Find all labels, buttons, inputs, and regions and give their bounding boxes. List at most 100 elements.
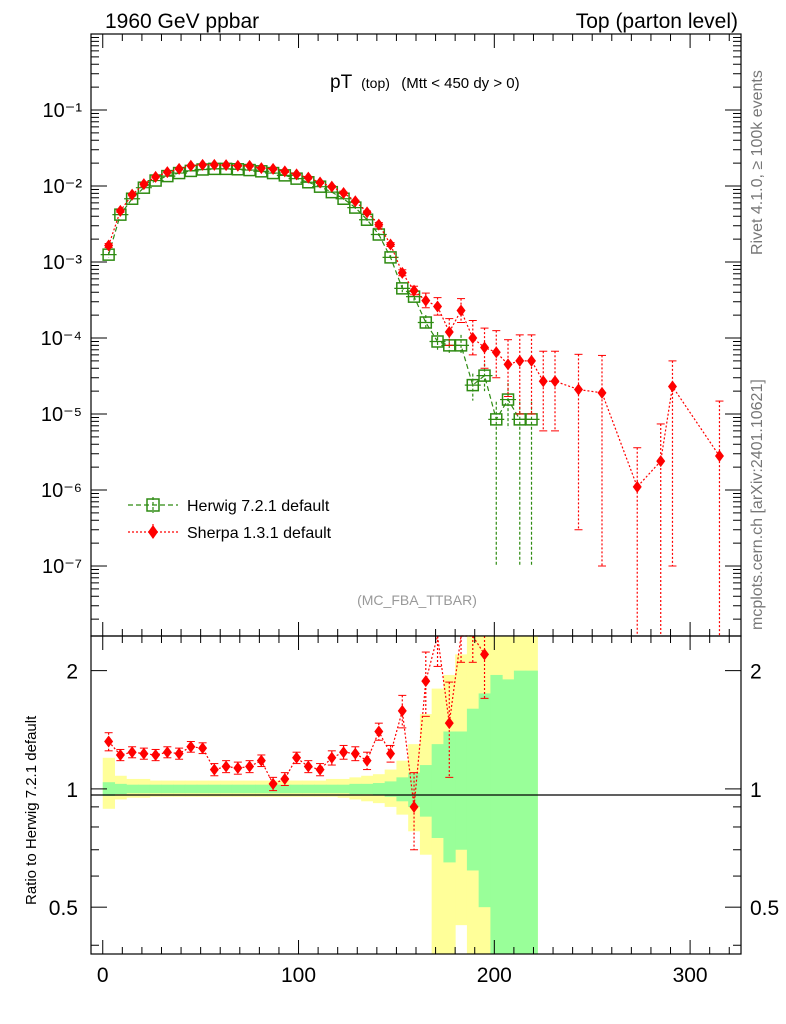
- sherpa-ratio-point: [233, 762, 243, 775]
- ratio-y-tick-label-left: 2: [66, 661, 78, 684]
- sherpa-point: [186, 159, 196, 172]
- sherpa-ratio-point: [221, 760, 231, 773]
- ratio-panel: 0.5 0.5 1 1 2 2 0 100 200 300 Ratio to Herwig 7.…: [23, 635, 779, 987]
- ratio-band-inner: [114, 783, 127, 795]
- sherpa-point: [550, 375, 560, 388]
- sherpa-ratio-point: [198, 742, 208, 755]
- sherpa-point: [350, 195, 360, 208]
- legend-sherpa-marker: [148, 525, 158, 539]
- herwig-point: [419, 316, 433, 329]
- ratio-band-inner: [149, 784, 162, 794]
- sherpa-point: [386, 238, 396, 251]
- sherpa-ratio-point: [292, 751, 302, 764]
- title-sub: (top): [361, 75, 390, 91]
- sherpa-ratio-point: [209, 763, 219, 776]
- sherpa-ratio-point: [339, 746, 349, 759]
- ratio-band-inner: [361, 783, 374, 795]
- sherpa-point: [245, 159, 255, 172]
- ratio-band-inner: [455, 731, 468, 850]
- sherpa-point: [597, 386, 607, 399]
- sherpa-ratio-point: [315, 763, 325, 776]
- sherpa-ratio-point: [162, 746, 172, 759]
- sherpa-point: [198, 158, 208, 171]
- sherpa-point: [256, 162, 266, 175]
- legend: Herwig 7.2.1 default Sherpa 1.3.1 defaul…: [128, 497, 332, 542]
- sherpa-ratio-point: [268, 777, 278, 790]
- ratio-band-inner: [419, 765, 433, 817]
- ratio-band-inner: [255, 784, 268, 794]
- x-tick-label: 100: [281, 964, 316, 987]
- sherpa-line: [108, 164, 720, 488]
- sherpa-series: [104, 158, 724, 637]
- herwig-point: [490, 413, 503, 426]
- x-tick-label: 300: [673, 964, 708, 987]
- ratio-band-inner: [525, 670, 538, 954]
- y-tick-label: 10⁻⁵: [41, 404, 82, 426]
- ratio-band-inner: [208, 784, 221, 794]
- sherpa-point: [468, 332, 478, 345]
- ratio-band-inner: [443, 731, 456, 863]
- sherpa-ratio-point: [386, 747, 396, 760]
- ratio-band-inner: [372, 783, 386, 795]
- sherpa-ratio-series: [104, 635, 490, 851]
- herwig-point: [396, 282, 409, 295]
- x-tick-label: 200: [477, 964, 512, 987]
- sherpa-point: [115, 204, 125, 217]
- main-panel: 10⁻⁷ 10⁻⁶ 10⁻⁵ 10⁻⁴ 10⁻³ 10⁻² 10⁻¹ pT (top) (M…: [41, 33, 742, 637]
- sherpa-point: [456, 304, 466, 317]
- sherpa-point: [303, 171, 313, 184]
- ratio-y-tick-labels: 0.5 0.5 1 1 2 2: [49, 661, 779, 921]
- sherpa-ratio-point: [245, 760, 255, 773]
- sherpa-point: [714, 450, 724, 463]
- sherpa-ratio-point: [186, 740, 196, 753]
- sherpa-ratio-point: [444, 717, 454, 730]
- sherpa-point: [397, 266, 407, 279]
- ratio-y-tick-label-right: 0.5: [750, 897, 779, 920]
- sherpa-ratio-point: [327, 751, 337, 764]
- ratio-y-tick-label-left: 0.5: [49, 897, 78, 920]
- sherpa-point: [151, 170, 161, 183]
- sherpa-point: [292, 168, 302, 181]
- ratio-y-axis-label: Ratio to Herwig 7.2.1 default: [23, 715, 40, 905]
- sherpa-point: [162, 166, 172, 179]
- herwig-line: [108, 168, 532, 421]
- sherpa-point: [538, 375, 548, 388]
- ratio-band-inner: [173, 784, 186, 794]
- ratio-ticks: [91, 636, 741, 954]
- title-main: pT: [330, 72, 353, 93]
- sherpa-point: [527, 354, 537, 367]
- sherpa-point: [656, 455, 666, 468]
- ratio-band-inner: [384, 781, 397, 797]
- y-tick-label: 10⁻⁷: [42, 556, 82, 578]
- sherpa-point: [515, 354, 525, 367]
- sherpa-point: [268, 162, 278, 175]
- sherpa-point: [667, 380, 677, 393]
- herwig-series: [100, 162, 540, 567]
- sherpa-ratio-point: [280, 772, 290, 785]
- sherpa-point: [362, 206, 372, 219]
- sherpa-ratio-point: [350, 747, 360, 760]
- y-tick-label: 10⁻⁶: [41, 480, 82, 502]
- ratio-band-inner: [278, 784, 292, 794]
- sherpa-ratio-point: [151, 748, 161, 761]
- title-cut: (Mtt < 450 dy > 0): [401, 75, 519, 92]
- sherpa-point: [139, 178, 149, 191]
- herwig-point: [466, 378, 480, 392]
- ratio-y-tick-label-left: 1: [66, 779, 78, 802]
- sherpa-point: [339, 186, 349, 199]
- sherpa-ratio-point: [362, 754, 372, 767]
- sherpa-point: [327, 180, 337, 193]
- y-tick-label: 10⁻²: [43, 176, 83, 198]
- ratio-band-inner: [220, 784, 233, 794]
- sherpa-ratio-point: [480, 648, 490, 661]
- sherpa-point: [315, 176, 325, 189]
- sherpa-point: [221, 159, 231, 172]
- sherpa-point: [174, 162, 184, 175]
- sherpa-point: [409, 284, 419, 297]
- sherpa-point: [433, 300, 443, 313]
- ratio-band-inner: [102, 782, 115, 796]
- x-tick-label: 0: [97, 964, 109, 987]
- sherpa-point: [421, 294, 431, 307]
- ratio-band-inner: [337, 784, 350, 794]
- herwig-point: [501, 393, 515, 406]
